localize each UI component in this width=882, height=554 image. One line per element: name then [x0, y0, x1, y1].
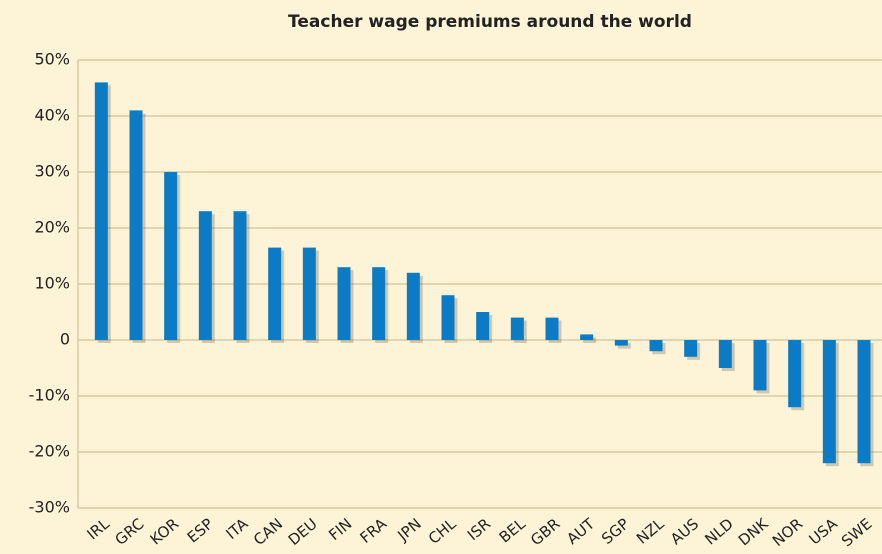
bar: [718, 340, 732, 368]
y-tick-label: 20%: [34, 218, 70, 237]
y-tick-label: -10%: [29, 386, 70, 405]
y-tick-label: -20%: [29, 442, 70, 461]
y-tick-label: 10%: [34, 274, 70, 293]
bar: [580, 334, 594, 340]
bar: [337, 267, 351, 340]
bar: [614, 340, 628, 346]
bar: [753, 340, 767, 391]
chart-title: Teacher wage premiums around the world: [288, 12, 692, 32]
bar: [545, 317, 559, 340]
bar: [268, 247, 282, 340]
bar-shadow: [617, 343, 631, 349]
bar: [372, 267, 386, 340]
bar: [233, 211, 247, 340]
bar: [406, 272, 420, 340]
bar: [684, 340, 698, 357]
bar: [822, 340, 836, 464]
bar: [788, 340, 802, 408]
bar: [649, 340, 663, 352]
bar: [476, 312, 490, 340]
bar: [94, 82, 108, 341]
bar: [510, 317, 524, 340]
bar: [198, 211, 212, 340]
bar: [302, 247, 316, 340]
y-tick-label: 30%: [34, 162, 70, 181]
y-tick-label: 40%: [34, 106, 70, 125]
bar: [441, 295, 455, 340]
y-tick-label: 0: [60, 330, 70, 349]
bar: [129, 110, 143, 341]
y-tick-label: -30%: [29, 498, 70, 517]
bar: [164, 172, 178, 340]
bar-shadow: [583, 337, 597, 343]
bar: [857, 340, 871, 464]
y-tick-label: 50%: [34, 50, 70, 69]
